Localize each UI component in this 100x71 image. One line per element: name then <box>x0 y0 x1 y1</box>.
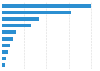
Bar <box>2 63 5 67</box>
Bar <box>2 4 91 8</box>
Bar <box>2 37 13 41</box>
Bar <box>2 24 31 27</box>
Bar <box>2 11 71 14</box>
Bar <box>2 44 10 47</box>
Bar <box>2 30 16 34</box>
Bar <box>2 17 39 21</box>
Bar <box>2 57 6 60</box>
Bar <box>2 50 8 54</box>
